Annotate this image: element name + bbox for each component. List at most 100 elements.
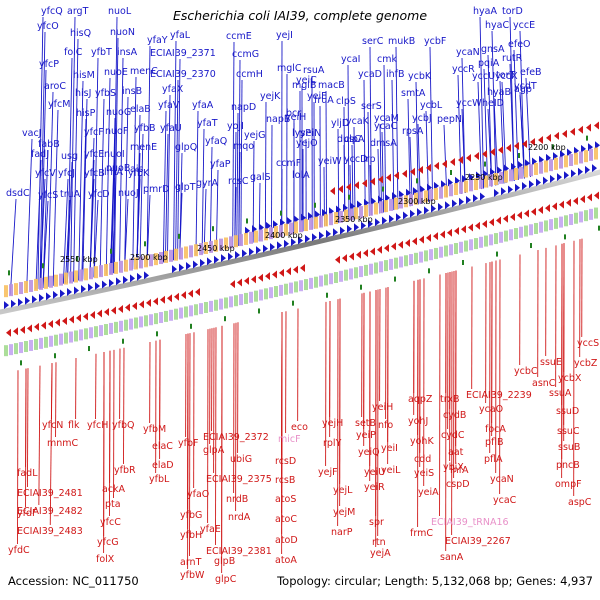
gene-label: yeiP [356,430,376,441]
cog-block [449,184,453,197]
forward-gene-arrow [326,229,331,238]
cog-block [64,272,68,285]
reverse-gene-arrow [251,275,256,284]
gene-leader [146,45,151,267]
cog-block [324,274,328,286]
cog-block [244,292,248,304]
cog-block [204,241,208,254]
cog-block [434,187,438,200]
cog-block [179,307,183,319]
gene-leader [26,138,33,292]
gene-label: elaD [152,460,174,471]
cog-block [359,266,363,278]
position-tick [54,353,56,359]
gene-leader [73,38,79,282]
gene-leader [240,79,243,246]
reverse-gene-arrow [570,127,575,136]
cog-block [159,312,163,324]
gene-label: ycbK [408,71,432,82]
cog-block [539,221,543,233]
position-tick [190,323,192,329]
gene-leader [381,131,385,213]
cog-block [394,257,398,269]
forward-gene-arrow [214,255,219,264]
cog-block [94,266,98,279]
cog-block [104,264,108,277]
cog-block [139,316,143,328]
gene-label: yfcM [48,99,70,110]
cog-block [174,308,178,320]
gene-label: rpsA [402,126,424,137]
cog-block [404,195,408,208]
cog-block [134,257,138,270]
reverse-gene-arrow [90,311,95,320]
gene-label: ccmG [232,49,259,60]
reverse-gene-arrow [363,249,368,258]
gene-label: fruA [314,95,334,106]
cog-block [594,147,598,160]
gene-label: yfcB [84,168,105,179]
gene-label: yeiN [300,128,321,139]
gene-leader [519,30,525,179]
position-tick [20,360,22,366]
position-tick [518,153,520,159]
gene-label: ccmF [276,158,301,169]
reverse-gene-arrow [230,280,235,289]
cog-block [309,277,313,289]
cog-block [504,230,508,242]
cog-block [99,325,103,337]
cog-block [199,243,203,256]
reverse-gene-arrow [538,135,543,144]
gene-label: yohK [410,436,434,447]
cog-block [404,255,408,267]
gene-leader [189,333,191,557]
reverse-gene-arrow [594,191,599,200]
reverse-gene-arrow [386,173,391,182]
gene-leader [62,178,69,284]
gene-label: napD [231,102,256,113]
gene-label: nrdB [226,494,248,505]
cog-block [454,183,458,196]
gene-label: ssuD [556,406,579,417]
gene-label: torD [502,6,523,17]
gene-label: ccmE [226,31,252,42]
gene-label: pflB [485,437,504,448]
gene-label: ECIAI39_2372 [203,432,269,443]
reverse-gene-arrow [391,242,396,251]
gene-label: yejA [370,548,391,559]
reverse-gene-arrow [13,327,18,336]
gene-leader [201,128,205,254]
gene-label: ECIAI39_tRNA16 [431,517,509,528]
gene-label: aqpZ [408,394,433,405]
cog-block [29,339,33,351]
gene-leader [337,128,340,224]
gene-label: atoS [275,494,296,505]
cog-block [69,271,73,284]
reverse-gene-arrow [522,140,527,149]
kbp-label: 2500 kbp [130,253,168,262]
reverse-gene-arrow [132,301,137,310]
cog-block [529,164,533,177]
gene-leader [499,80,505,184]
cog-block [24,281,28,294]
cog-block [164,250,168,263]
forward-gene-arrow [137,272,142,281]
reverse-gene-arrow [370,247,375,256]
forward-gene-arrow [389,214,394,223]
position-tick [586,135,588,141]
reverse-gene-arrow [258,273,263,282]
reverse-gene-arrow [244,276,249,285]
gene-leader [39,178,46,289]
gene-label: nuoB [106,163,130,174]
gene-label: trxB [440,394,460,405]
gene-label: galS [250,172,271,183]
forward-gene-arrow [186,262,191,271]
forward-gene-arrow [340,226,345,235]
position-tick [8,270,10,276]
gene-label: yfaX [162,84,184,95]
cog-block [284,223,288,236]
gene-label: ycaM [374,113,399,124]
forward-gene-arrow [476,171,481,180]
position-tick [110,248,112,254]
gene-leader [35,159,42,290]
